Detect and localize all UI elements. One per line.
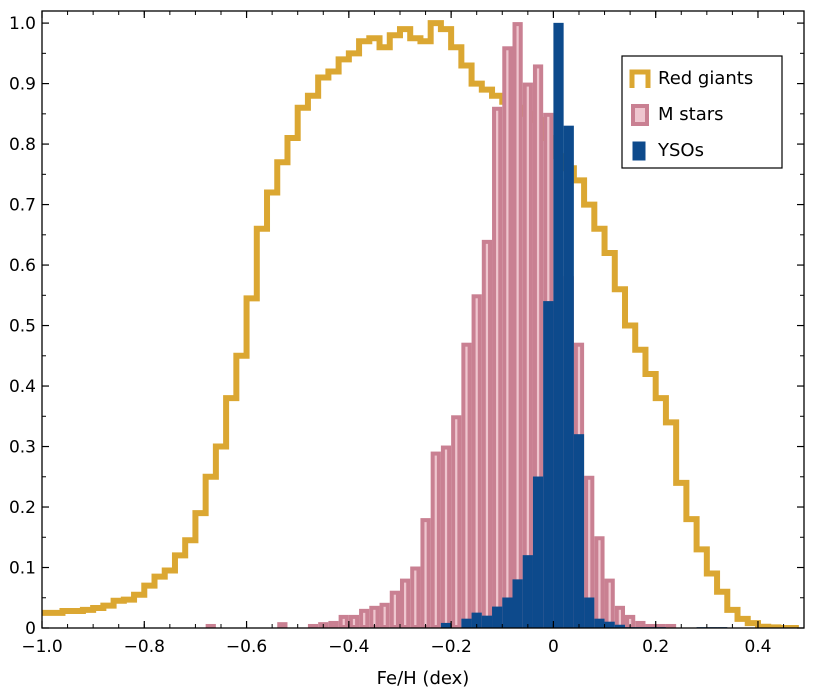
ysos-bar [563, 125, 574, 628]
m-stars-bar [451, 415, 462, 628]
ysos-bar [492, 606, 503, 628]
x-tick-label: 0.4 [744, 637, 771, 657]
ysos-bar [502, 597, 513, 628]
m-stars-bar [481, 239, 493, 628]
m-stars-bar [512, 22, 523, 628]
series-layer [42, 20, 799, 628]
m-stars-bar [522, 82, 533, 628]
ysos-bar [604, 621, 615, 628]
ysos-bar [594, 618, 605, 628]
m-stars-bar [492, 106, 503, 628]
m-stars-bar [461, 342, 472, 628]
m-stars-bar [655, 623, 666, 628]
axes-layer: −1.0 −0.8 −0.6 −0.4 −0.2 0 0.2 0.4 0 0.1 0.2 0.3 0.4… [9, 10, 805, 657]
m-stars-legend-swatch [631, 104, 649, 126]
ysos-bar [461, 618, 472, 628]
x-tick-label: −0.2 [430, 637, 471, 657]
m-stars-bar [328, 620, 339, 628]
y-tick-label: 1.0 [9, 14, 36, 34]
ysos-bar [522, 555, 533, 628]
m-stars-bar [604, 578, 615, 628]
m-stars-bar [471, 294, 482, 628]
y-tick-label: 0.3 [9, 438, 36, 458]
x-tick-label: −0.6 [226, 637, 267, 657]
m-stars-bar [348, 614, 360, 628]
m-stars-bar [430, 451, 441, 628]
m-stars-bar [389, 590, 400, 628]
red-giants-legend-label: Red giants [658, 68, 753, 89]
m-stars-bar [277, 622, 288, 628]
ysos-bar [584, 597, 595, 628]
m-stars-bar [399, 578, 411, 628]
y-tick-label: 0.4 [9, 377, 36, 397]
y-tick-label: 0.8 [9, 135, 36, 155]
y-tick-label: 0 [25, 619, 36, 639]
y-tick-label: 0.5 [9, 317, 36, 337]
m-stars-bar [502, 46, 513, 628]
m-stars-bar [635, 620, 646, 628]
x-tick-label: −0.4 [328, 637, 369, 657]
m-stars-bar [338, 614, 349, 628]
y-tick-label: 0.1 [9, 559, 36, 579]
ysos-bar [543, 301, 554, 628]
m-stars-series [205, 22, 677, 628]
x-tick-label: 0 [548, 637, 559, 657]
m-stars-legend-label: M stars [658, 104, 724, 125]
ysos-bar [512, 579, 523, 628]
x-tick-label: 0.2 [642, 637, 669, 657]
y-tick-label: 0.7 [9, 196, 36, 216]
x-axis-label: Fe/H (dex) [377, 668, 470, 689]
m-stars-bar [379, 602, 390, 628]
y-tick-label: 0.6 [9, 256, 36, 276]
ysos-bar [440, 622, 452, 628]
plot-frame [41, 10, 805, 629]
ysos-legend-swatch [632, 141, 646, 161]
m-stars-bar [410, 566, 421, 628]
ysos-bar [553, 22, 564, 628]
m-stars-bar [614, 605, 626, 628]
m-stars-bar [440, 445, 452, 628]
x-tick-label: −0.8 [124, 637, 165, 657]
legend: Red giants M stars YSOs [621, 55, 783, 169]
ysos-bar [573, 434, 585, 628]
ysos-bar [532, 476, 544, 628]
ysos-legend-label: YSOs [657, 140, 704, 161]
m-stars-bar [665, 623, 677, 628]
red-giants-step-line [42, 20, 799, 628]
m-stars-bar [307, 623, 319, 628]
m-stars-bar [420, 518, 431, 628]
red-giants-series [42, 20, 799, 628]
y-tick-label: 0.2 [9, 498, 36, 518]
y-tick-label: 0.9 [9, 75, 36, 95]
m-stars-bar [205, 623, 216, 628]
ysos-bar [481, 615, 493, 628]
m-stars-bar [645, 623, 656, 628]
red-giants-legend-swatch [629, 69, 651, 88]
m-stars-bar [594, 536, 605, 628]
x-tick-label: −1.0 [21, 637, 62, 657]
m-stars-bar [359, 608, 370, 628]
